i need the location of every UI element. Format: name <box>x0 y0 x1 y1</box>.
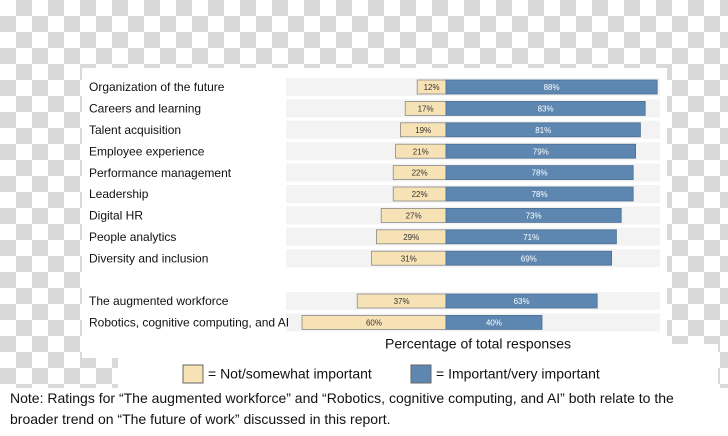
value-label: 12% <box>424 83 440 92</box>
bar <box>445 165 634 181</box>
value-label: 29% <box>403 233 419 242</box>
legend-label: = Not/somewhat important <box>208 366 372 382</box>
category-label: People analytics <box>89 230 176 244</box>
note: Note: Ratings for “The augmented workfor… <box>10 390 674 427</box>
value-label: 31% <box>401 254 417 263</box>
value-label: 63% <box>514 297 530 306</box>
value-label: 83% <box>538 105 554 114</box>
category-label: Talent acquisition <box>89 123 181 137</box>
value-label: 21% <box>413 147 429 156</box>
bar <box>445 250 613 266</box>
bar <box>445 101 646 116</box>
category-label: Diversity and inclusion <box>89 251 208 265</box>
value-label: 19% <box>415 126 431 135</box>
value-label: 73% <box>526 212 542 221</box>
bar <box>445 143 637 159</box>
value-label: 22% <box>412 169 428 178</box>
legend-swatch <box>182 364 204 384</box>
category-label: Robotics, cognitive computing, and AI <box>89 316 289 330</box>
bar <box>445 122 641 138</box>
category-label: Digital HR <box>89 209 143 223</box>
value-label: 22% <box>412 190 428 199</box>
value-label: 40% <box>486 319 502 328</box>
value-label: 78% <box>532 169 548 178</box>
value-label: 69% <box>521 254 537 263</box>
bar <box>445 314 543 330</box>
panel <box>0 388 728 436</box>
bar <box>445 186 634 202</box>
category-label: Leadership <box>89 187 149 201</box>
value-label: 88% <box>544 83 560 92</box>
category-label: Performance management <box>89 166 232 180</box>
legend-swatch <box>410 364 432 384</box>
value-label: 78% <box>532 190 548 199</box>
value-label: 17% <box>418 105 434 114</box>
category-label: Organization of the future <box>89 80 225 94</box>
value-label: 27% <box>406 212 422 221</box>
category-label: Careers and learning <box>89 102 201 116</box>
x-axis-label: Percentage of total responses <box>385 336 571 352</box>
category-label: Employee experience <box>89 144 205 158</box>
legend-label: = Important/very important <box>436 366 600 382</box>
category-label: The augmented workforce <box>89 294 229 308</box>
value-label: 81% <box>535 126 551 135</box>
value-label: 60% <box>366 319 382 328</box>
bar <box>445 79 658 95</box>
value-label: 37% <box>394 297 410 306</box>
value-label: 79% <box>533 147 549 156</box>
bar <box>445 293 598 309</box>
bar <box>445 229 617 245</box>
value-label: 71% <box>523 233 539 242</box>
bar <box>445 207 622 223</box>
